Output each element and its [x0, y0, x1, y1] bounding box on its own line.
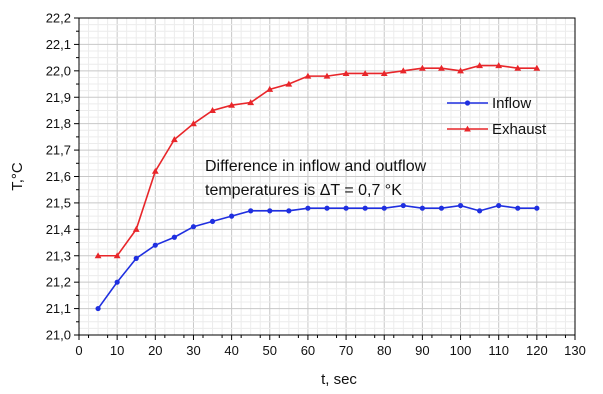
y-tick-label: 21,5: [46, 195, 71, 210]
legend-marker-exhaust: [464, 125, 471, 132]
x-tick-label: 50: [263, 343, 277, 358]
legend-marker-inflow: [464, 100, 471, 106]
series-exhaust: [94, 62, 541, 259]
legend-item-exhaust: Exhaust: [447, 121, 547, 138]
x-tick-label: 100: [450, 343, 472, 358]
data-point-inflow: [324, 205, 330, 211]
data-point-inflow: [286, 208, 292, 214]
data-point-inflow: [534, 205, 540, 211]
data-point-inflow: [457, 202, 464, 209]
data-point-inflow: [152, 242, 158, 248]
y-tick-label: 22,0: [46, 63, 71, 78]
x-tick-label: 70: [339, 343, 353, 358]
data-point-exhaust: [170, 136, 178, 143]
annotation-line-2: temperatures is ΔT = 0,7 °K: [205, 182, 402, 199]
data-point-exhaust: [514, 64, 522, 71]
data-point-inflow: [267, 208, 273, 214]
legend-label-exhaust: Exhaust: [492, 121, 547, 138]
x-tick-label: 30: [186, 343, 200, 358]
data-point-inflow: [515, 205, 521, 211]
data-point-exhaust: [457, 67, 464, 74]
data-point-inflow: [305, 205, 311, 211]
data-point-exhaust: [495, 62, 503, 69]
legend: Inflow Exhaust: [447, 95, 547, 138]
data-point-inflow: [400, 202, 406, 209]
x-tick-label: 60: [301, 343, 315, 358]
axis-ticks: 0 10 20 30 40 50 60 70 80 90 100 110 120 130 21,0 21,1 2…: [46, 11, 586, 359]
data-point-inflow: [229, 213, 235, 219]
data-point-inflow: [114, 279, 120, 285]
data-point-exhaust: [304, 72, 312, 79]
annotation-line-1: Difference in inflow and outflow: [205, 158, 427, 175]
data-point-exhaust: [418, 64, 426, 71]
data-point-inflow: [171, 234, 177, 240]
y-tick-label: 22,1: [46, 37, 71, 52]
x-tick-label: 90: [415, 343, 429, 358]
data-point-exhaust: [209, 107, 216, 114]
y-tick-label: 21,0: [46, 328, 71, 343]
data-point-exhaust: [380, 70, 388, 77]
x-tick-label: 80: [377, 343, 391, 358]
data-point-inflow: [419, 205, 425, 211]
data-point-exhaust: [285, 80, 293, 87]
data-point-inflow: [496, 202, 502, 209]
data-point-exhaust: [438, 64, 445, 71]
data-point-exhaust: [132, 225, 140, 232]
y-tick-label: 21,8: [46, 116, 71, 131]
y-tick-label: 21,9: [46, 90, 71, 105]
series-line-exhaust: [98, 64, 537, 257]
data-point-exhaust: [113, 252, 121, 259]
y-tick-label: 21,6: [46, 169, 71, 184]
x-tick-label: 120: [526, 343, 548, 358]
legend-item-inflow: Inflow: [447, 95, 531, 112]
series-inflow: [95, 202, 540, 312]
y-tick-label: 22,2: [46, 11, 71, 26]
data-point-exhaust: [247, 99, 255, 106]
y-tick-label: 21,7: [46, 143, 71, 158]
y-tick-label: 21,4: [46, 222, 71, 237]
series-line-inflow: [97, 204, 537, 310]
data-point-exhaust: [361, 70, 369, 77]
data-point-inflow: [209, 218, 216, 225]
data-point-exhaust: [151, 167, 159, 174]
data-point-inflow: [438, 205, 445, 211]
data-point-inflow: [95, 305, 101, 312]
grid: [78, 17, 576, 336]
x-tick-label: 0: [75, 343, 82, 358]
data-point-inflow: [190, 224, 197, 230]
legend-label-inflow: Inflow: [492, 95, 531, 112]
data-point-exhaust: [228, 101, 236, 108]
data-point-inflow: [381, 205, 387, 211]
y-tick-label: 21,2: [46, 275, 71, 290]
y-tick-label: 21,1: [46, 301, 71, 316]
data-point-inflow: [343, 205, 349, 211]
data-point-inflow: [248, 208, 254, 214]
data-point-exhaust: [476, 62, 484, 69]
x-axis-title: t, sec: [321, 371, 357, 388]
x-tick-label: 130: [564, 343, 586, 358]
data-point-exhaust: [342, 70, 350, 77]
data-point-inflow: [477, 208, 483, 214]
x-tick-label: 20: [148, 343, 162, 358]
series-layer: [94, 62, 541, 312]
data-point-exhaust: [533, 64, 541, 71]
data-point-exhaust: [266, 85, 274, 92]
data-point-exhaust: [94, 252, 102, 259]
x-tick-label: 40: [224, 343, 238, 358]
data-point-inflow: [133, 255, 139, 261]
data-point-inflow: [362, 205, 368, 211]
data-point-exhaust: [323, 72, 331, 79]
x-tick-label: 10: [110, 343, 124, 358]
data-point-exhaust: [399, 67, 407, 74]
y-axis-title: T,°C: [9, 162, 26, 191]
x-tick-label: 110: [488, 343, 509, 358]
y-tick-label: 21,3: [46, 248, 71, 263]
data-point-exhaust: [190, 120, 197, 127]
